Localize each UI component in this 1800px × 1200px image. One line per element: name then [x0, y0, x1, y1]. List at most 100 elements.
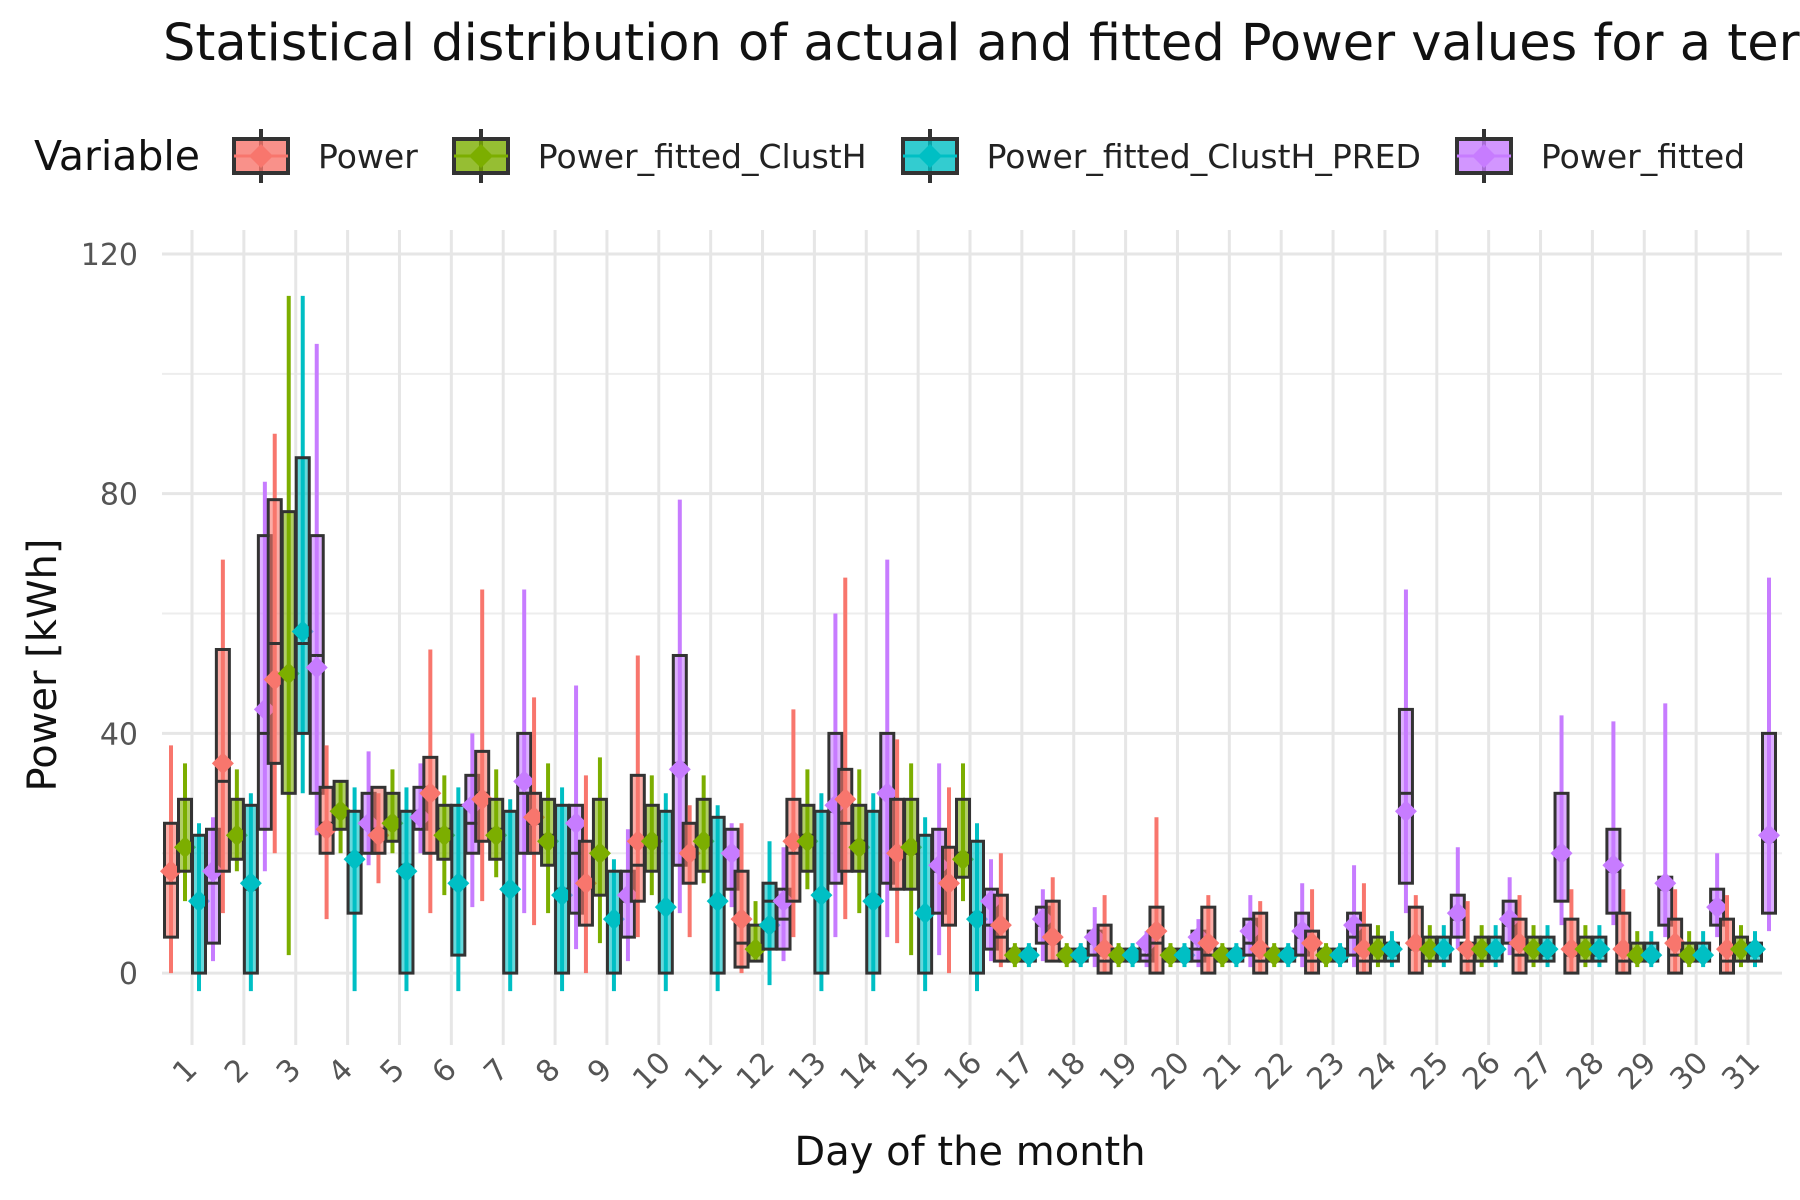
- mean-point: [848, 836, 871, 859]
- x-tick-label: 1: [166, 1052, 204, 1090]
- box-day27-Power_fitted: [1550, 715, 1573, 926]
- mean-point: [1173, 944, 1196, 967]
- box: [177, 797, 193, 873]
- box: [1397, 707, 1414, 885]
- y-tick-label: 120: [81, 238, 138, 273]
- box-day24-Power_fitted_ClustH: [1366, 925, 1389, 968]
- mean-point: [654, 896, 677, 919]
- box: [266, 498, 283, 765]
- mean-point: [291, 620, 314, 643]
- box-day17-Power_fitted_ClustH_PRED: [1017, 943, 1040, 968]
- x-tick-label: 29: [1612, 1045, 1664, 1097]
- box-day3-Power_fitted: [305, 343, 328, 836]
- x-tick-label: 2: [218, 1052, 256, 1090]
- mean-point: [1107, 944, 1130, 967]
- mean-point: [174, 836, 196, 859]
- mean-point: [315, 818, 338, 841]
- mean-point: [900, 836, 923, 859]
- x-tick-label: 8: [529, 1052, 567, 1090]
- box: [837, 767, 854, 873]
- box: [398, 809, 415, 975]
- mean-point: [1366, 938, 1389, 961]
- mean-point: [1456, 938, 1479, 961]
- box: [969, 839, 985, 975]
- mean-point: [1588, 938, 1611, 961]
- mean-point: [523, 806, 546, 829]
- box-day31-Power_fitted_ClustH: [1730, 925, 1752, 968]
- box-day2-Power_fitted_ClustH: [225, 769, 248, 872]
- legend-title: Variable: [34, 132, 201, 180]
- box-day24-Power_fitted: [1394, 589, 1417, 914]
- mean-point: [471, 788, 494, 811]
- box-day28-Power_fitted_ClustH_PRED: [1588, 925, 1611, 968]
- mean-point: [1380, 938, 1403, 961]
- box-day7-Power_fitted_ClustH_PRED: [499, 799, 522, 992]
- box-day7-Power_fitted_ClustH: [485, 769, 508, 878]
- mean-point: [1602, 854, 1625, 877]
- box-day31-Power_fitted: [1758, 577, 1780, 932]
- box-day15-Power_fitted_ClustH: [900, 763, 923, 956]
- box-day5-Power: [367, 785, 390, 884]
- chart-title: Statistical distribution of actual and f…: [163, 14, 1800, 73]
- mean-point: [1301, 932, 1324, 955]
- x-tick-label: 24: [1352, 1045, 1404, 1097]
- mean-point: [692, 830, 715, 853]
- mean-point: [1017, 944, 1040, 967]
- box-day2-Power_fitted_ClustH_PRED: [239, 793, 262, 992]
- box-day30-Power_fitted: [1706, 853, 1729, 938]
- mean-point: [1069, 944, 1092, 967]
- mean-point: [1758, 824, 1780, 847]
- mean-point: [796, 830, 819, 853]
- x-tick-label: 12: [730, 1045, 782, 1097]
- mean-point: [1522, 938, 1545, 961]
- mean-point: [758, 914, 781, 937]
- box-day27-Power_fitted_ClustH_PRED: [1536, 925, 1559, 968]
- y-tick-label: 40: [100, 717, 138, 752]
- mean-point: [565, 812, 588, 835]
- legend: Variable Power Power_fitted_ClustH Power…: [34, 126, 1779, 186]
- mean-point: [1706, 896, 1729, 919]
- plot-marks: [160, 295, 1780, 992]
- legend-label-power-fitted-clusth: Power_fitted_ClustH: [537, 136, 867, 176]
- mean-point: [1352, 938, 1375, 961]
- mean-point: [537, 830, 560, 853]
- mean-point: [211, 752, 234, 775]
- box-day30-Power_fitted_ClustH_PRED: [1692, 931, 1715, 968]
- legend-label-power: Power: [318, 136, 418, 176]
- box-day12-Power_fitted_ClustH: [744, 901, 767, 963]
- mean-point: [1159, 944, 1182, 967]
- box-day26-Power_fitted_ClustH_PRED: [1484, 925, 1507, 968]
- box-day13-Power: [782, 709, 805, 938]
- mean-point: [1418, 938, 1441, 961]
- x-tick-label: 27: [1508, 1045, 1560, 1097]
- mean-point: [433, 824, 456, 847]
- y-axis-title: Power [kWh]: [20, 539, 66, 792]
- mean-point: [1664, 932, 1687, 955]
- mean-point: [160, 860, 182, 883]
- box-day8-Power_fitted_ClustH: [537, 763, 560, 914]
- mean-point: [952, 848, 974, 871]
- mean-point: [782, 830, 805, 853]
- box-day13-Power_fitted_ClustH_PRED: [810, 793, 833, 992]
- mean-point: [1145, 920, 1168, 943]
- x-axis-title: Day of the month: [794, 1129, 1145, 1175]
- box-day4-Power_fitted_ClustH_PRED: [343, 787, 366, 992]
- box-day29-Power_fitted_ClustH_PRED: [1640, 931, 1663, 968]
- box-day18-Power_fitted_ClustH: [1055, 943, 1078, 968]
- mean-point: [329, 800, 352, 823]
- box-day20-Power_fitted_ClustH: [1159, 943, 1182, 968]
- legend-key-power-fitted-clusth-pred: [900, 129, 959, 183]
- mean-point: [419, 782, 442, 805]
- mean-point: [1692, 944, 1715, 967]
- x-tick-label: 17: [989, 1045, 1041, 1097]
- legend-item-power-fitted: Power_fitted: [1454, 129, 1746, 183]
- box-day18-Power_fitted_ClustH_PRED: [1069, 943, 1092, 968]
- x-tick-label: 23: [1300, 1045, 1352, 1097]
- box-day5-Power_fitted_ClustH_PRED: [395, 787, 418, 992]
- mean-point: [640, 830, 663, 853]
- legend-label-power-fitted: Power_fitted: [1540, 136, 1746, 176]
- legend-item-power-fitted-clusth-pred: Power_fitted_ClustH_PRED: [900, 129, 1421, 183]
- mean-point: [730, 908, 753, 931]
- legend-key-power: [232, 129, 291, 183]
- box-day20-Power: [1145, 817, 1168, 975]
